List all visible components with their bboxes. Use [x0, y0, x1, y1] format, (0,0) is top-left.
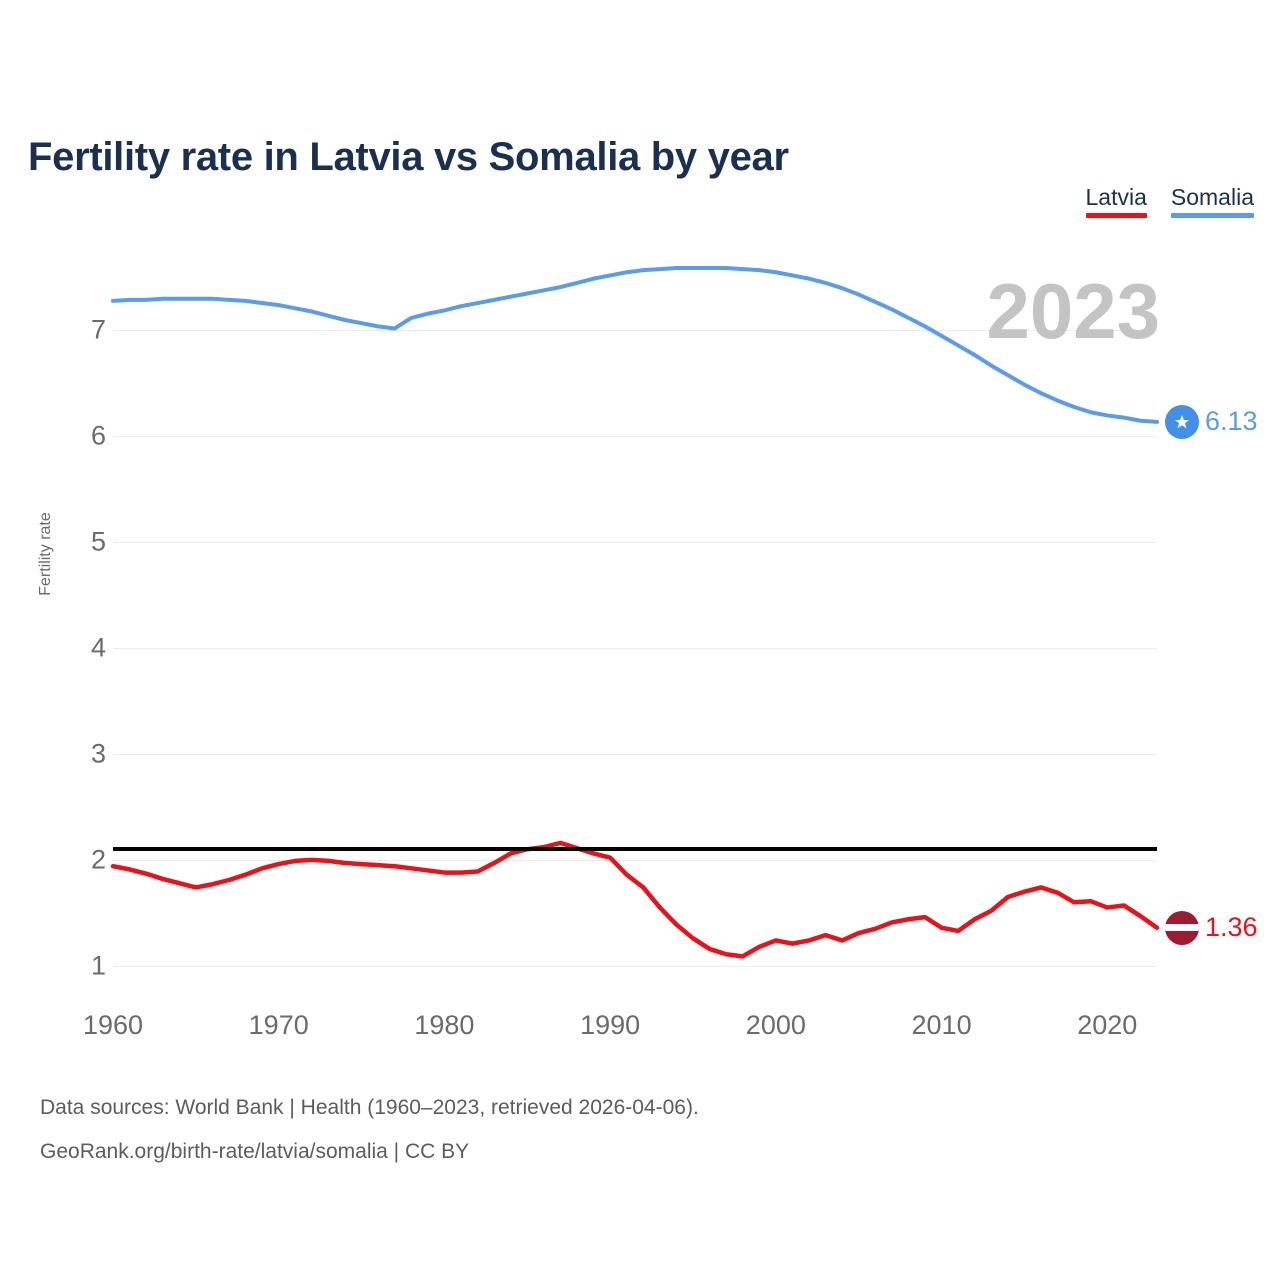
series-line-latvia [110, 840, 1160, 959]
endpoint-value-latvia: 1.36 [1205, 912, 1258, 943]
gridline [113, 647, 1157, 649]
endpoint-somalia[interactable]: 6.13 [1165, 404, 1258, 439]
gridline [113, 329, 1157, 331]
legend-label-somalia: Somalia [1170, 184, 1254, 210]
gridline [113, 541, 1157, 543]
gridline [113, 859, 1157, 861]
series-line-somalia [111, 266, 1159, 424]
y-tick-label: 1 [90, 950, 106, 981]
x-tick-label: 1960 [82, 1010, 144, 1040]
footer-data-sources: Data sources: World Bank | Health (1960–… [40, 1096, 699, 1119]
x-tick-label: 1970 [248, 1010, 309, 1040]
gridline [113, 753, 1157, 755]
footer-attribution: GeoRank.org/birth-rate/latvia/somalia | … [40, 1140, 470, 1163]
y-tick-label: 6 [90, 420, 106, 451]
x-tick-label: 1980 [414, 1010, 475, 1040]
year-watermark: 2023 [986, 267, 1160, 355]
page-title: Fertility rate in Latvia vs Somalia by y… [28, 134, 789, 179]
gridline [113, 965, 1157, 967]
legend-swatch-latvia [1085, 213, 1147, 218]
x-tick-label: 2000 [745, 1010, 806, 1040]
somalia-flag-icon [1165, 404, 1199, 439]
legend-item-somalia[interactable]: Somalia [1170, 184, 1254, 218]
y-tick-label: 3 [90, 738, 106, 769]
latvia-flag-icon [1165, 910, 1199, 945]
endpoint-value-somalia: 6.13 [1205, 406, 1258, 437]
chart-legend: Latvia Somalia [1085, 184, 1254, 218]
y-tick-label: 2 [90, 844, 106, 875]
replacement-level-line [113, 847, 1157, 852]
legend-item-latvia[interactable]: Latvia [1085, 184, 1147, 218]
y-tick-label: 4 [90, 632, 106, 663]
legend-label-latvia: Latvia [1085, 184, 1147, 210]
y-tick-label: 5 [90, 526, 106, 557]
y-tick-label: 7 [90, 314, 106, 345]
x-tick-label: 2010 [911, 1010, 972, 1040]
x-tick-label: 2020 [1077, 1010, 1138, 1040]
gridline [113, 435, 1157, 437]
legend-swatch-somalia [1170, 213, 1254, 218]
x-tick-label: 1990 [580, 1010, 641, 1040]
endpoint-latvia[interactable]: 1.36 [1165, 910, 1258, 945]
footer: Data sources: World Bank | Health (1960–… [40, 1086, 699, 1174]
